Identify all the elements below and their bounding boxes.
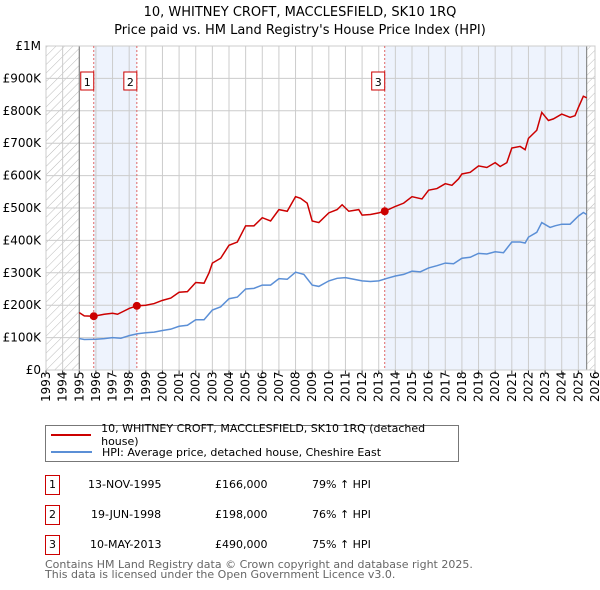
x-tick-label: 1999	[139, 371, 153, 402]
legend-item-property: 10, WHITNEY CROFT, MACCLESFIELD, SK10 1R…	[46, 422, 458, 448]
property-price-line	[78, 95, 588, 317]
x-tick-label: 1996	[89, 371, 103, 402]
x-tick-label: 2007	[272, 371, 286, 402]
x-tick-label: 2024	[555, 371, 569, 402]
x-tick-label: 2012	[355, 371, 369, 402]
sale-point	[380, 207, 389, 216]
x-tick-label: 2011	[338, 371, 352, 402]
legend-swatch-red	[51, 434, 92, 436]
y-tick-label: £800K	[3, 104, 43, 118]
legend-item-hpi: HPI: Average price, detached house, Ches…	[46, 444, 381, 460]
x-tick-label: 2023	[538, 371, 552, 402]
legend-label: HPI: Average price, detached house, Ches…	[102, 445, 382, 459]
x-tick-label: 2000	[155, 371, 169, 402]
x-tick-label: 2026	[588, 371, 600, 402]
x-tick-label: 2015	[405, 371, 419, 402]
x-tick-label: 2010	[322, 371, 336, 402]
legend-swatch-blue	[51, 451, 92, 453]
sale-row: 3 10-MAY-2013 £490,000 75% ↑ HPI	[45, 535, 465, 555]
sale-date: 13-NOV-1995	[88, 478, 162, 491]
sale-marker-label: 1	[45, 475, 60, 495]
y-tick-label: £600K	[3, 169, 43, 183]
x-tick-label: 2009	[305, 371, 319, 402]
sale-date: 19-JUN-1998	[91, 508, 162, 521]
y-tick-label: £400K	[3, 233, 43, 247]
y-tick-label: £300K	[3, 266, 43, 280]
x-tick-label: 1995	[72, 371, 86, 402]
y-tick-label: £100K	[3, 331, 43, 345]
x-tick-label: 2008	[289, 371, 303, 402]
sale-marker-box	[80, 71, 95, 91]
x-tick-label: 2006	[255, 371, 269, 402]
y-tick-label: £900K	[3, 71, 43, 85]
legend-label: 10, WHITNEY CROFT, MACCLESFIELD, SK10 1R…	[101, 422, 426, 448]
x-tick-label: 2005	[239, 371, 253, 402]
y-tick-label: £0	[26, 363, 41, 377]
sale-marker-label: 2	[45, 505, 60, 525]
x-tick-label: 2001	[172, 371, 186, 402]
sale-hpi: 79% ↑ HPI	[312, 478, 371, 491]
x-tick-label: 2014	[388, 371, 402, 402]
x-tick-label: 2022	[521, 371, 535, 402]
y-tick-label: £1M	[15, 39, 41, 53]
sale-marker-box	[123, 71, 138, 91]
x-tick-label: 2018	[455, 371, 469, 402]
x-tick-label: 2021	[505, 371, 519, 402]
sale-marker-number: 2	[127, 76, 134, 89]
x-tick-label: 1998	[122, 371, 136, 402]
y-tick-label: £700K	[3, 136, 43, 150]
chart-subtitle: Price paid vs. HM Land Registry's House …	[114, 23, 486, 38]
sale-point	[89, 312, 98, 321]
y-tick-label: £500K	[3, 201, 43, 215]
sale-marker-label: 3	[45, 535, 60, 555]
sale-price: £490,000	[215, 538, 268, 551]
x-tick-label: 1993	[39, 371, 53, 402]
sale-row: 2 19-JUN-1998 £198,000 76% ↑ HPI	[45, 505, 465, 525]
plot-area: 1993 1994 1995 1996 1997 1998 1999 2000 2001 2002…	[3, 39, 600, 402]
x-tick-label: 2016	[422, 371, 436, 402]
sale-marker: 3	[371, 71, 386, 91]
legend: 10, WHITNEY CROFT, MACCLESFIELD, SK10 1R…	[45, 422, 459, 462]
x-tick-label: 2020	[488, 371, 502, 402]
x-tick-label: 1994	[56, 371, 70, 402]
sale-price: £198,000	[215, 508, 268, 521]
sale-hpi: 76% ↑ HPI	[312, 508, 371, 521]
chart-title: 10, WHITNEY CROFT, MACCLESFIELD, SK10 1R…	[143, 5, 457, 20]
sale-marker: 2	[123, 71, 138, 91]
x-tick-label: 2013	[372, 371, 386, 402]
x-tick-label: 2002	[189, 371, 203, 402]
plot-border	[45, 45, 596, 371]
footer-note: Contains HM Land Registry data © Crown c…	[45, 558, 473, 581]
x-tick-label: 1997	[106, 371, 120, 402]
sale-hpi: 75% ↑ HPI	[312, 538, 371, 551]
x-tick-label: 2025	[571, 371, 585, 402]
y-tick-label: £200K	[3, 298, 43, 312]
sale-marker-number: 3	[375, 76, 382, 89]
sale-marker-number: 1	[84, 76, 91, 89]
x-tick-label: 2019	[472, 371, 486, 402]
licence-text: This data is licensed under the Open Gov…	[45, 568, 396, 581]
copyright-text: Contains HM Land Registry data © Crown c…	[45, 558, 473, 571]
sale-point	[132, 301, 141, 310]
sale-marker-box	[371, 71, 386, 91]
sale-marker: 1	[80, 71, 95, 91]
sale-date: 10-MAY-2013	[90, 538, 162, 551]
sale-price: £166,000	[215, 478, 268, 491]
x-tick-label: 2003	[205, 371, 219, 402]
x-tick-label: 2017	[438, 371, 452, 402]
x-tick-label: 2004	[222, 371, 236, 402]
sale-row: 1 13-NOV-1995 £166,000 79% ↑ HPI	[45, 475, 465, 495]
hpi-line	[79, 211, 588, 341]
